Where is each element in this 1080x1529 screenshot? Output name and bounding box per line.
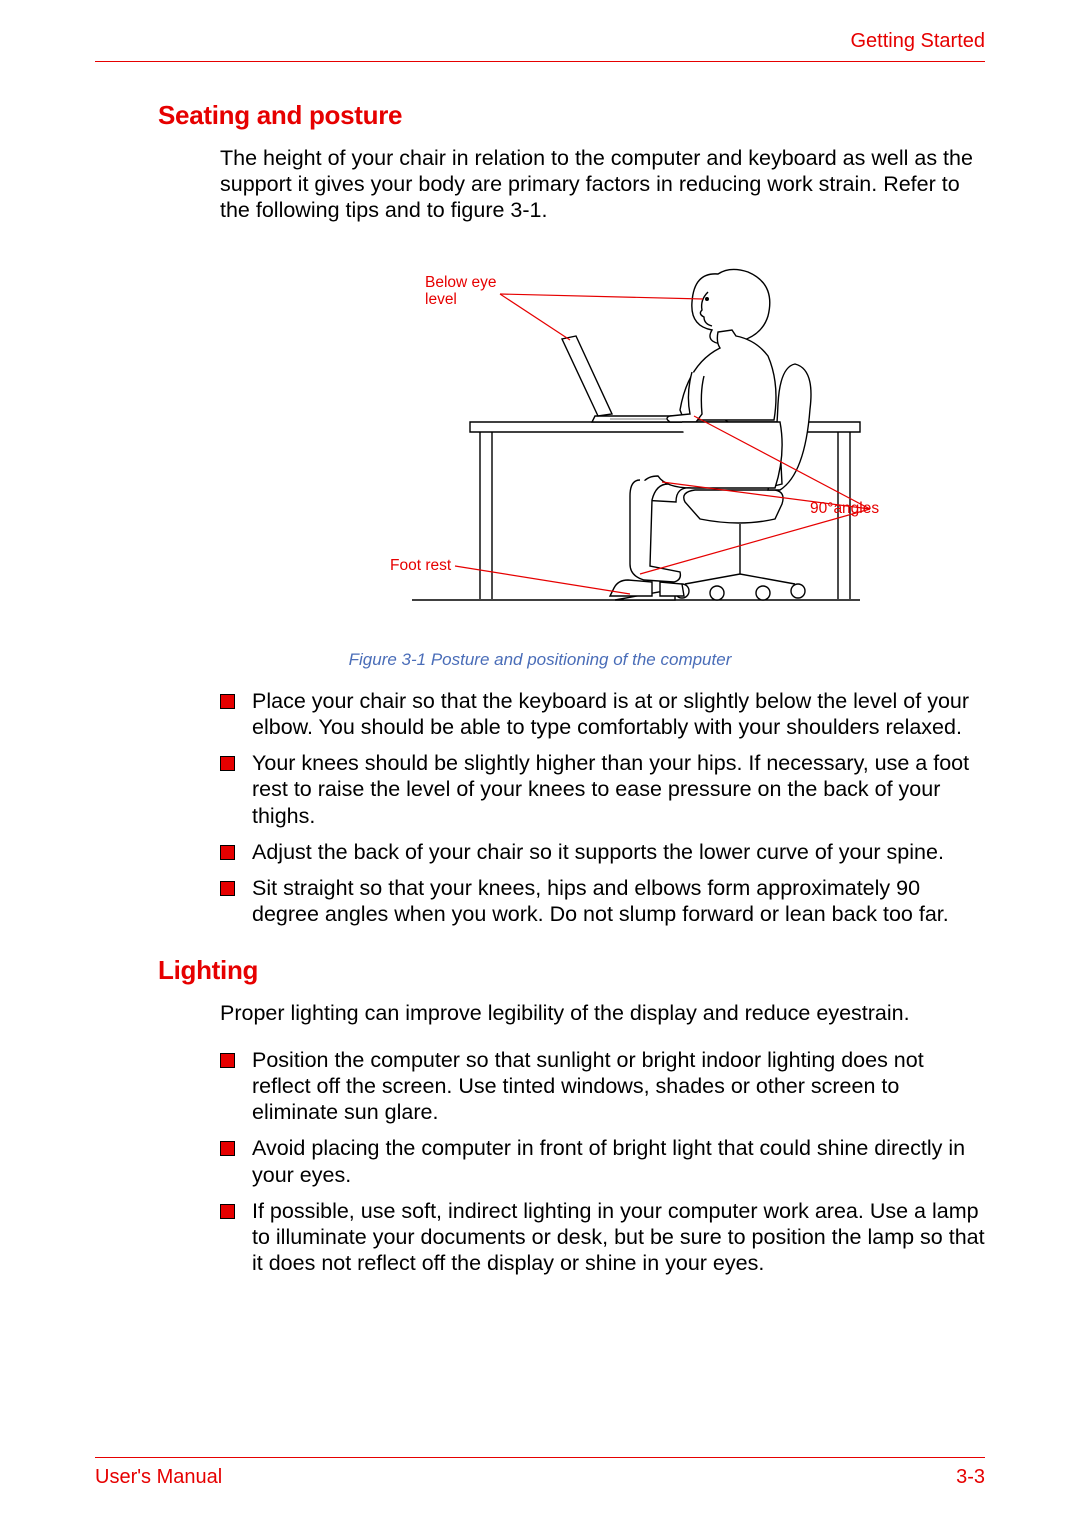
posture-diagram xyxy=(220,244,920,644)
list-item: If possible, use soft, indirect lighting… xyxy=(220,1198,985,1277)
header-rule xyxy=(95,61,985,62)
list-item: Adjust the back of your chair so it supp… xyxy=(220,839,985,865)
list-item: Sit straight so that your knees, hips an… xyxy=(220,875,985,927)
list-item: Your knees should be slightly higher tha… xyxy=(220,750,985,829)
header-section-link[interactable]: Getting Started xyxy=(95,30,985,61)
figure-posture: Below eye level 90°angles Foot rest xyxy=(220,244,920,644)
figure-label-footrest: Foot rest xyxy=(390,557,451,575)
page-footer: User's Manual 3-3 xyxy=(95,1457,985,1489)
seating-intro: The height of your chair in relation to … xyxy=(220,145,985,224)
footer-left: User's Manual xyxy=(95,1466,222,1489)
lighting-intro: Proper lighting can improve legibility o… xyxy=(220,1000,985,1026)
figure-label-angles: 90°angles xyxy=(810,500,879,518)
list-item: Place your chair so that the keyboard is… xyxy=(220,688,985,740)
list-item: Position the computer so that sunlight o… xyxy=(220,1047,985,1126)
heading-seating: Seating and posture xyxy=(158,100,985,131)
footer-rule xyxy=(95,1457,985,1458)
footer-page-number: 3-3 xyxy=(956,1466,985,1489)
lighting-bullets: Position the computer so that sunlight o… xyxy=(220,1047,985,1277)
figure-label-below-eye: Below eye level xyxy=(425,274,515,310)
seating-bullets: Place your chair so that the keyboard is… xyxy=(220,688,985,928)
page-content: Getting Started Seating and posture The … xyxy=(95,30,985,1286)
list-item: Avoid placing the computer in front of b… xyxy=(220,1135,985,1187)
figure-caption: Figure 3-1 Posture and positioning of th… xyxy=(220,650,860,670)
heading-lighting: Lighting xyxy=(158,955,985,986)
